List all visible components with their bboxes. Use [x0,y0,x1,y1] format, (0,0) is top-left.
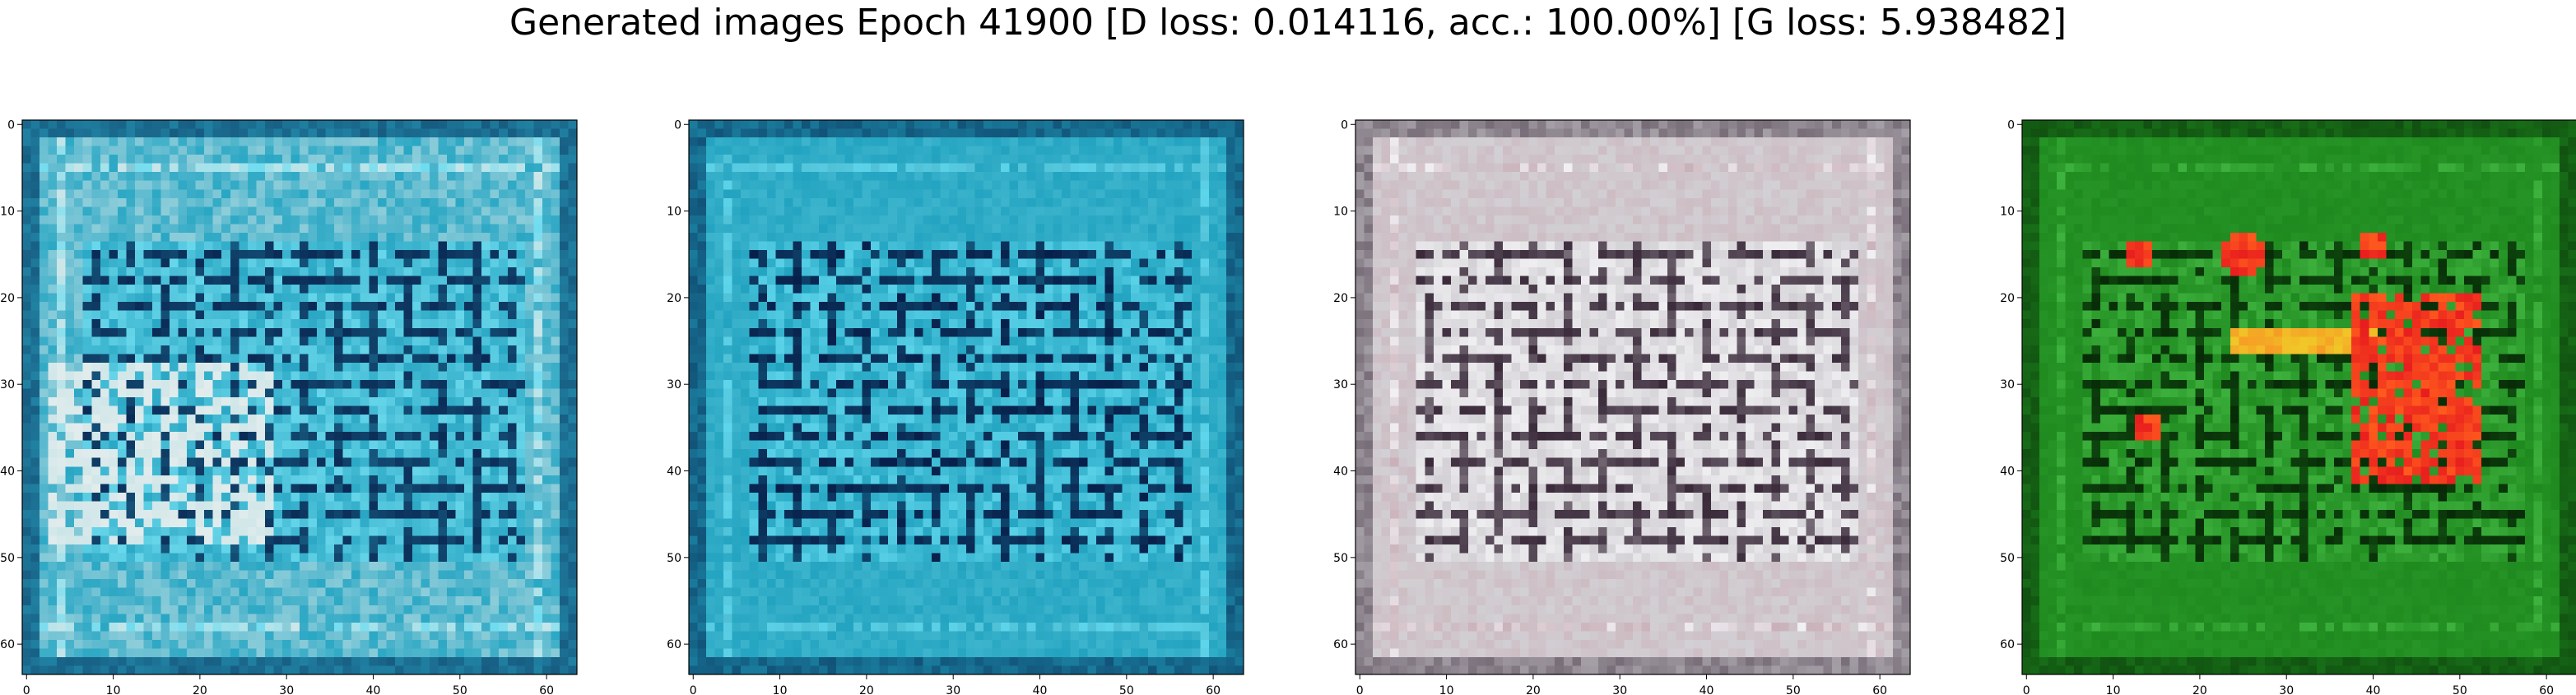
x-tick-label: 10 [2106,684,2121,695]
x-tick-label: 60 [2539,684,2554,695]
x-tick-label: 0 [23,684,30,695]
y-tick-label: 60 [667,638,681,651]
y-tick-label: 20 [1333,292,1348,305]
y-tick-label: 40 [0,466,15,479]
y-tick-label: 40 [2000,466,2015,479]
x-tick-label: 30 [946,684,960,695]
x-tick-label: 40 [2366,684,2381,695]
x-tick-label: 20 [1526,684,1541,695]
image-panel-3: 0 10 20 30 40 50 60 0 10 20 30 40 50 60 [1333,118,1911,695]
image-panel-1: 0 10 20 30 40 50 60 0 10 20 30 40 50 60 [0,118,578,695]
x-tick-label: 50 [453,684,467,695]
x-tick-label: 30 [1612,684,1627,695]
y-tick-label: 30 [2000,378,2015,392]
y-tick-label: 0 [2007,118,2015,132]
x-tick-label: 0 [690,684,697,695]
axes-frame-4 [2021,119,2576,675]
y-tick-label: 0 [7,118,15,132]
y-tick-label: 50 [2000,552,2015,565]
y-tick-label: 40 [667,466,681,479]
axes-frame-3 [1355,119,1911,675]
x-tick-label: 40 [1700,684,1714,695]
x-tick-label: 50 [1786,684,1801,695]
y-tick-label: 60 [0,638,15,651]
y-tick-label: 50 [667,552,681,565]
y-tick-label: 20 [0,292,15,305]
generated-image-3 [1355,120,1911,675]
x-tick-label: 60 [1206,684,1221,695]
figure-title: Generated images Epoch 41900 [D loss: 0.… [509,2,2067,44]
x-tick-label: 20 [2192,684,2207,695]
y-tick-label: 30 [1333,378,1348,392]
y-tick-label: 0 [1341,118,1348,132]
x-tick-label: 40 [366,684,381,695]
image-panel-4: 0 10 20 30 40 50 60 0 10 20 30 40 50 60 [2000,118,2576,695]
x-tick-label: 0 [2023,684,2030,695]
y-tick-label: 60 [2000,638,2015,651]
y-tick-label: 10 [0,206,15,219]
x-tick-label: 50 [1119,684,1134,695]
x-tick-label: 50 [2453,684,2467,695]
x-tick-label: 60 [1872,684,1887,695]
x-tick-label: 30 [2279,684,2294,695]
x-tick-label: 30 [279,684,294,695]
generated-image-2 [689,120,1244,675]
axes-frame-1 [21,119,578,675]
y-tick-label: 10 [1333,206,1348,219]
y-tick-label: 50 [1333,552,1348,565]
x-tick-label: 10 [773,684,788,695]
x-tick-label: 0 [1356,684,1364,695]
image-panel-2: 0 10 20 30 40 50 60 0 10 20 30 40 50 60 [667,118,1244,695]
x-tick-label: 60 [539,684,554,695]
y-tick-label: 30 [0,378,15,392]
y-tick-label: 20 [2000,292,2015,305]
axes-frame-2 [688,119,1244,675]
y-tick-label: 20 [667,292,681,305]
generated-image-4 [2022,120,2576,675]
y-tick-label: 60 [1333,638,1348,651]
y-tick-label: 0 [674,118,681,132]
x-tick-label: 20 [193,684,207,695]
y-tick-label: 40 [1333,466,1348,479]
y-tick-label: 50 [0,552,15,565]
y-tick-label: 10 [2000,206,2015,219]
y-tick-label: 10 [667,206,681,219]
x-tick-label: 10 [1439,684,1454,695]
generated-image-1 [22,120,578,675]
x-tick-label: 40 [1033,684,1048,695]
x-tick-label: 20 [859,684,874,695]
y-tick-label: 30 [667,378,681,392]
x-tick-label: 10 [106,684,121,695]
